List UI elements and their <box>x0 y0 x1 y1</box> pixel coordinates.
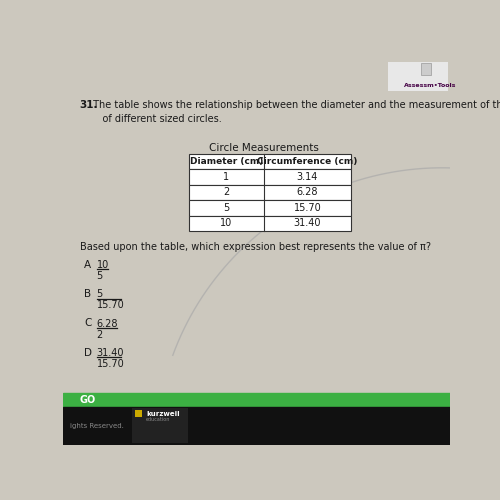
Text: GO: GO <box>80 395 96 405</box>
Text: 3.14: 3.14 <box>296 172 318 182</box>
Text: 5: 5 <box>224 203 230 213</box>
Text: 2: 2 <box>224 188 230 198</box>
Text: 15.70: 15.70 <box>96 359 124 369</box>
Text: 1: 1 <box>224 172 230 182</box>
Bar <box>134 410 142 418</box>
Text: The table shows the relationship between the diameter and the measurement of the: The table shows the relationship between… <box>90 100 500 124</box>
Bar <box>62 394 450 406</box>
Bar <box>189 184 351 200</box>
Bar <box>189 154 351 170</box>
Text: 10: 10 <box>96 260 109 270</box>
Text: C: C <box>84 318 92 328</box>
Text: 31.40: 31.40 <box>96 348 124 358</box>
Text: 5: 5 <box>96 290 103 300</box>
Text: B: B <box>84 289 92 299</box>
Text: 15.70: 15.70 <box>294 203 322 213</box>
Bar <box>189 216 351 231</box>
Text: education: education <box>146 416 171 422</box>
Text: Diameter (cm): Diameter (cm) <box>190 157 263 166</box>
Text: 2: 2 <box>96 330 103 340</box>
Bar <box>189 170 351 184</box>
Text: kurzweil: kurzweil <box>146 411 180 417</box>
Text: D: D <box>84 348 92 358</box>
Text: ights Reserved.: ights Reserved. <box>70 423 124 428</box>
Text: 6.28: 6.28 <box>296 188 318 198</box>
Text: 31.40: 31.40 <box>294 218 321 228</box>
Bar <box>388 62 448 91</box>
Bar <box>189 200 351 216</box>
Bar <box>420 63 432 76</box>
Bar <box>62 406 450 445</box>
Text: 10: 10 <box>220 218 232 228</box>
Text: 5: 5 <box>96 271 103 281</box>
Text: 31.: 31. <box>80 100 98 110</box>
Text: Assessm•Tools: Assessm•Tools <box>404 83 456 88</box>
Text: 6.28: 6.28 <box>96 318 118 328</box>
Text: A: A <box>84 260 92 270</box>
Bar <box>132 408 188 444</box>
Text: Circumference (cm): Circumference (cm) <box>257 157 358 166</box>
Text: 15.70: 15.70 <box>96 300 124 310</box>
Text: Circle Measurements: Circle Measurements <box>209 143 319 153</box>
Text: Based upon the table, which expression best represents the value of π?: Based upon the table, which expression b… <box>80 242 430 252</box>
